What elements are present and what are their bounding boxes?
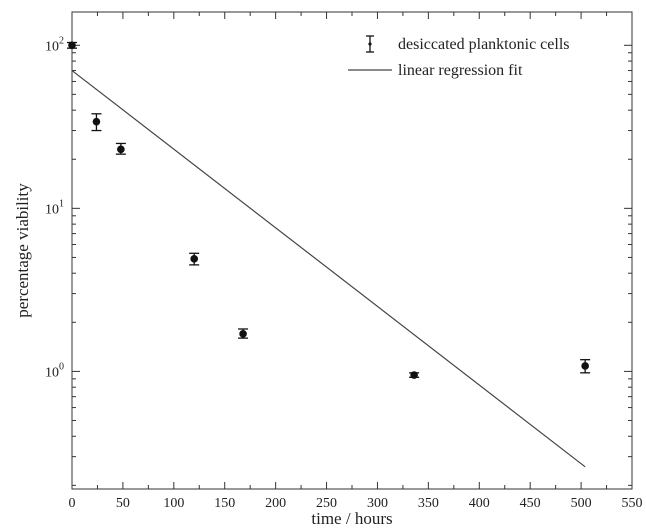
x-tick-label: 250 <box>316 496 337 511</box>
data-point <box>117 145 125 154</box>
data-point <box>410 371 418 379</box>
regression-line <box>71 70 586 468</box>
axes-layer: 0 50 100 150 200 250 300 350 400 450 500 550 100 101 1… <box>13 11 643 528</box>
data-point <box>92 117 101 126</box>
data-point-group <box>67 41 77 50</box>
x-axis-label: time / hours <box>311 509 392 528</box>
data-point <box>68 41 76 50</box>
marks-layer <box>67 41 591 468</box>
y-tick-label: 101 <box>45 198 64 217</box>
x-tick-label: 150 <box>214 496 235 511</box>
x-tick-label: 200 <box>265 496 286 511</box>
x-tick-label: 50 <box>116 496 130 511</box>
y-tick-label: 102 <box>45 35 64 54</box>
x-tick-label: 400 <box>469 496 490 511</box>
data-point-group <box>189 252 200 266</box>
x-tick-label: 350 <box>418 496 439 511</box>
x-tick-label: 500 <box>571 496 592 511</box>
data-point <box>190 255 198 263</box>
data-point <box>239 330 247 338</box>
x-tick-label: 450 <box>520 496 541 511</box>
legend-layer: desiccated planktonic cells linear regres… <box>348 35 569 79</box>
x-tick-label: 0 <box>69 496 76 511</box>
data-point-group <box>409 371 420 379</box>
data-point-group <box>115 142 126 155</box>
x-tick-label: 550 <box>622 496 643 511</box>
x-tick-label: 100 <box>163 496 184 511</box>
y-axis-label: percentage viability <box>13 183 32 318</box>
legend-label-planktonic: desiccated planktonic cells <box>398 36 569 53</box>
plot-frame <box>71 11 633 490</box>
data-point-group <box>91 113 102 132</box>
data-point-group <box>238 328 249 339</box>
data-point <box>581 362 589 370</box>
legend-label-regression: linear regression fit <box>398 62 523 79</box>
x-tick-label: 300 <box>367 496 388 511</box>
legend-errorbar-dot <box>368 42 372 46</box>
y-tick-label: 100 <box>45 361 64 380</box>
data-point-group <box>580 359 591 374</box>
